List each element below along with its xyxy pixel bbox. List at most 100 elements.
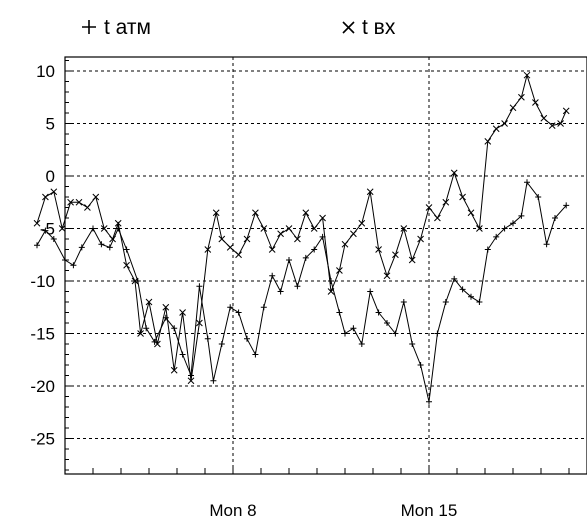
data-point-marker (204, 246, 212, 253)
y-tick-label: 10 (36, 62, 55, 81)
plus-marker-icon (82, 20, 96, 34)
legend-label: t атм (104, 16, 151, 39)
data-point-marker (226, 244, 234, 251)
data-point-marker (562, 107, 570, 115)
data-point-marker (50, 236, 57, 242)
y-tick-label: -25 (30, 430, 55, 449)
data-point-marker (171, 325, 178, 332)
data-point-marker (501, 120, 508, 127)
data-point-marker (563, 202, 570, 209)
data-point-marker (134, 278, 141, 284)
data-point-marker (302, 254, 309, 261)
series-line (36, 181, 567, 402)
data-point-marker (327, 288, 335, 295)
data-point-marker (123, 246, 130, 253)
data-point-marker (302, 209, 310, 217)
legend-item-t-atm: t атм (82, 16, 151, 39)
x-tick-label: Mon 15 (401, 501, 458, 520)
data-point-marker (196, 283, 203, 290)
data-point-marker (417, 235, 424, 243)
data-point-marker (408, 256, 416, 264)
legend: t атм t вх (82, 16, 396, 39)
data-point-marker (467, 209, 475, 217)
data-point-marker (218, 341, 225, 347)
data-point-marker (34, 242, 40, 249)
data-point-marker (450, 169, 458, 177)
legend-label: t вх (362, 16, 396, 39)
grid (65, 57, 587, 474)
data-point-marker (75, 198, 83, 206)
data-point-marker (350, 325, 357, 332)
data-point-marker (367, 288, 374, 295)
x-axis-tick-labels: Mon 8 Mon 15 (209, 501, 457, 520)
data-point-marker (350, 230, 357, 238)
data-point-marker (33, 219, 41, 227)
data-point-marker (260, 304, 267, 311)
legend-item-t-vx: t вх (342, 16, 396, 39)
data-point-marker (434, 214, 441, 222)
y-tick-label: 5 (46, 115, 55, 134)
data-point-marker (501, 225, 508, 232)
data-point-marker (319, 214, 326, 222)
data-point-marker (459, 193, 466, 201)
data-point-marker (310, 225, 318, 232)
data-point-marker (492, 125, 500, 133)
data-point-marker (468, 293, 474, 300)
data-point-marker (285, 225, 293, 232)
data-point-marker (552, 215, 558, 221)
data-point-marker (252, 351, 259, 358)
data-point-marker (70, 262, 77, 269)
data-point-marker (557, 120, 564, 127)
data-point-marker (78, 244, 85, 251)
data-point-marker (277, 288, 284, 295)
data-point-marker (62, 257, 68, 263)
data-point-marker (98, 241, 105, 248)
data-point-marker (67, 198, 74, 206)
data-point-marker (109, 235, 116, 243)
data-point-marker (543, 241, 550, 248)
data-point-marker (294, 235, 301, 243)
data-point-marker (548, 122, 556, 129)
data-point-marker (336, 309, 343, 316)
data-point-marker (510, 220, 516, 227)
data-point-marker (384, 320, 390, 326)
data-point-marker (417, 362, 424, 368)
data-point-marker (187, 377, 195, 385)
data-point-marker (484, 137, 492, 145)
data-point-marker (162, 303, 170, 311)
data-point-marker (459, 286, 466, 293)
data-point-marker (375, 309, 382, 316)
data-point-marker (123, 261, 130, 269)
data-point-marker (114, 219, 122, 227)
data-point-marker (227, 304, 234, 311)
data-point-marker (235, 251, 242, 259)
data-point-marker (484, 246, 491, 253)
y-tick-label: -15 (30, 325, 55, 344)
data-point-marker (58, 225, 66, 232)
data-point-marker (336, 267, 343, 274)
data-point-marker (84, 204, 91, 211)
data-point-marker (535, 194, 542, 200)
data-point-marker (137, 330, 144, 337)
data-point-marker (143, 325, 150, 332)
data-point-marker (260, 225, 268, 232)
data-point-marker (131, 277, 139, 285)
data-point-marker (523, 71, 531, 79)
data-point-marker (90, 225, 96, 232)
data-point-marker (212, 209, 220, 217)
data-point-marker (218, 235, 226, 243)
data-point-marker (170, 366, 178, 374)
y-tick-label: -20 (30, 377, 55, 396)
data-point-marker (409, 341, 416, 347)
data-point-marker (532, 99, 539, 106)
data-point-marker (342, 330, 348, 337)
data-point-marker (328, 278, 334, 284)
plot-frame (64, 56, 587, 475)
data-point-marker (341, 240, 349, 248)
data-point-marker (50, 188, 58, 196)
data-point-marker (106, 244, 113, 251)
data-point-marker (392, 251, 399, 259)
data-point-marker (425, 204, 433, 211)
